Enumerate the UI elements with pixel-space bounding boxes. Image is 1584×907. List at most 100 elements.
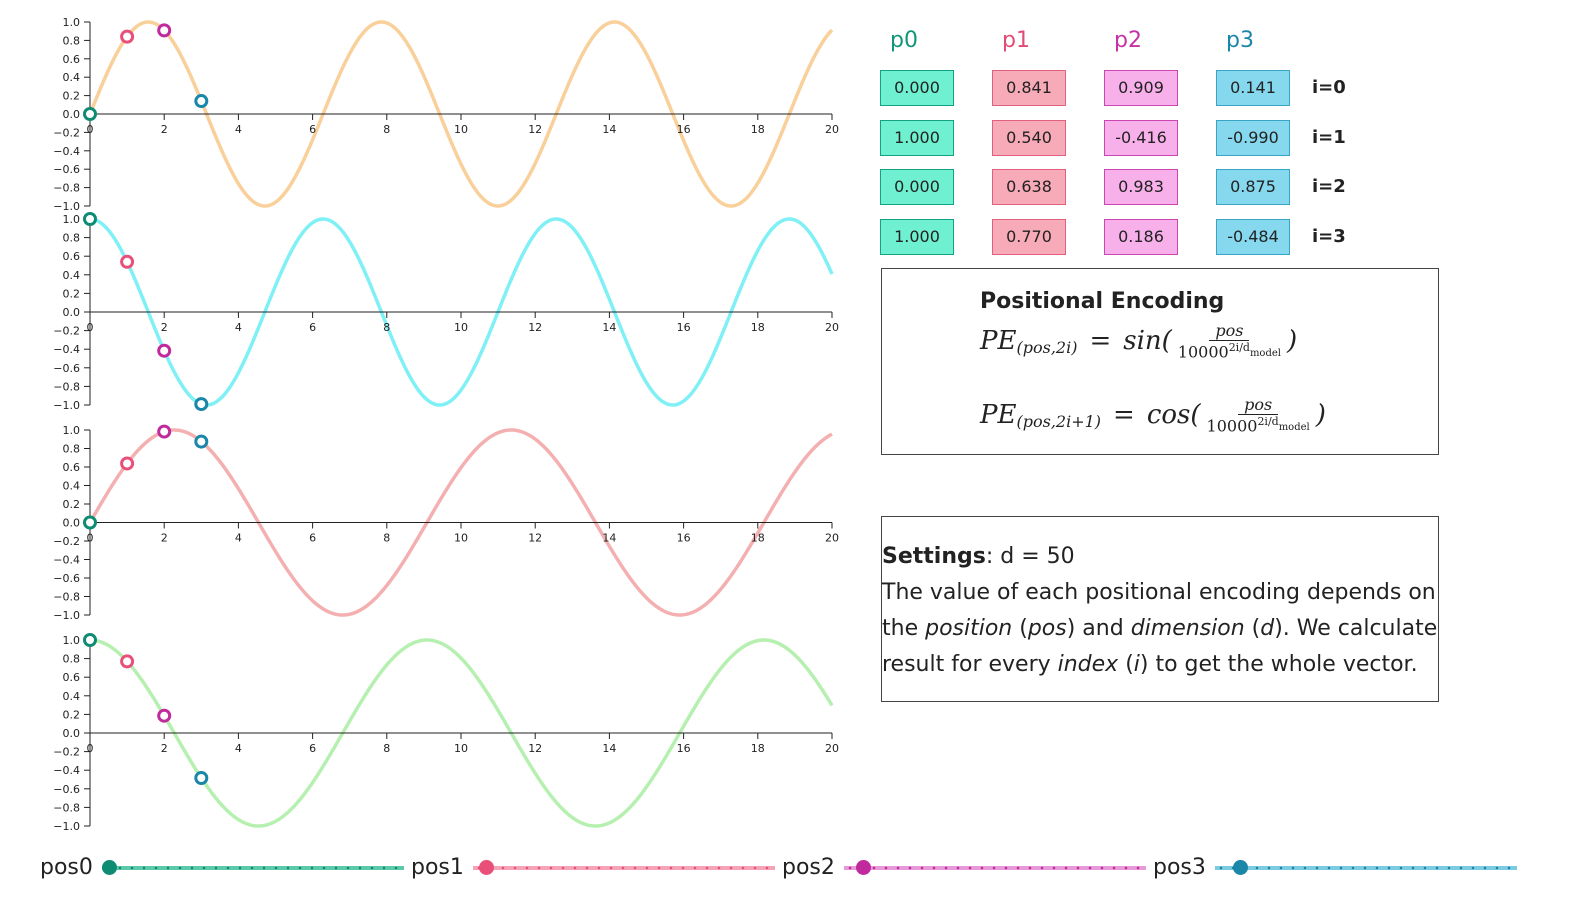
x-tick-label: 0 — [87, 123, 94, 136]
slider-thumb[interactable] — [102, 860, 117, 875]
table-cell: 0.000 — [880, 169, 954, 205]
slider-thumb[interactable] — [1233, 860, 1249, 875]
table-cell: -0.990 — [1216, 120, 1290, 156]
y-tick-label: 0.0 — [63, 727, 81, 740]
y-tick-label: −1.0 — [53, 609, 80, 622]
row-label: i=3 — [1312, 226, 1346, 247]
column-header-p3: p3 — [1226, 28, 1254, 53]
data-point-p3 — [194, 771, 209, 786]
y-tick-label: 0.6 — [63, 461, 81, 474]
encoding-plots: 1.0 0.8 0.6 0.4 0.2 0.0 −0.2 −0.4 −0.6 −0.8 −1.0 0 2… — [53, 16, 839, 833]
slider-pos2[interactable]: pos2 — [782, 852, 1146, 884]
table-cell: 0.141 — [1216, 70, 1290, 106]
table-cell: 0.638 — [992, 169, 1066, 205]
x-tick-label: 20 — [825, 123, 839, 136]
row-label: i=2 — [1312, 176, 1346, 197]
slider-label: pos3 — [1153, 855, 1206, 880]
y-axis-1: 1.0 0.8 0.6 0.4 0.2 0.0 −0.2 −0.4 −0.6 −0.8 −1.0 — [53, 213, 91, 412]
x-tick-label: 4 — [235, 742, 242, 755]
x-tick-label: 10 — [454, 532, 468, 545]
table-cell: 0.186 — [1104, 219, 1178, 255]
data-point-p1 — [120, 254, 135, 269]
x-axis-1: 0 2 4 6 8 10 12 14 16 18 20 — [87, 311, 839, 334]
data-point-p1 — [120, 456, 135, 471]
formula-sin: PE (pos,2i) = sin( pos 100002i/dmodel ) — [980, 321, 1298, 362]
x-tick-label: 8 — [383, 742, 390, 755]
table-cell: 0.770 — [992, 219, 1066, 255]
y-tick-label: 1.0 — [63, 424, 81, 437]
x-axis-0: 0 2 4 6 8 10 12 14 16 18 20 — [87, 113, 839, 136]
y-axis-0: 1.0 0.8 0.6 0.4 0.2 0.0 −0.2 −0.4 −0.6 −0.8 −1.0 — [53, 16, 91, 213]
slider-label: pos2 — [782, 855, 835, 880]
y-tick-label: −0.8 — [53, 182, 80, 195]
table-cell: -0.416 — [1104, 120, 1178, 156]
x-tick-label: 10 — [454, 321, 468, 334]
slider-ticks — [1215, 866, 1517, 870]
x-tick-label: 20 — [825, 321, 839, 334]
x-tick-label: 8 — [383, 321, 390, 334]
y-axis-3: 1.0 0.8 0.6 0.4 0.2 0.0 −0.2 −0.4 −0.6 −0.8 −1.0 — [53, 634, 91, 833]
x-tick-label: 20 — [825, 742, 839, 755]
slider-pos0[interactable]: pos0 — [40, 852, 404, 884]
slider-pos3[interactable]: pos3 — [1153, 852, 1517, 884]
formula-cos: PE (pos,2i+1) = cos( pos 100002i/dmodel ) — [980, 395, 1326, 436]
x-axis-2: 0 2 4 6 8 10 12 14 16 18 20 — [87, 522, 839, 545]
x-tick-label: 6 — [309, 742, 316, 755]
series-line-2 — [88, 428, 833, 617]
slider-ticks — [473, 866, 775, 870]
y-tick-label: 0.8 — [63, 443, 81, 456]
y-tick-label: −0.2 — [53, 325, 80, 338]
x-tick-label: 12 — [528, 742, 542, 755]
table-cell: 0.000 — [880, 70, 954, 106]
data-point-p2 — [157, 708, 172, 723]
y-tick-label: −0.4 — [53, 145, 80, 158]
table-cell: 0.540 — [992, 120, 1066, 156]
y-tick-label: 0.2 — [63, 708, 81, 721]
subplot-0: 1.0 0.8 0.6 0.4 0.2 0.0 −0.2 −0.4 −0.6 −0.8 −1.0 0 2… — [53, 16, 839, 213]
slider-thumb[interactable] — [856, 860, 872, 875]
data-point-p2 — [157, 424, 172, 439]
table-cell: 0.875 — [1216, 169, 1290, 205]
x-tick-label: 18 — [751, 123, 765, 136]
data-point-p1 — [120, 654, 135, 669]
x-tick-label: 2 — [161, 742, 168, 755]
y-tick-label: −0.8 — [53, 380, 80, 393]
y-tick-label: 0.0 — [63, 108, 81, 121]
table-cell: 1.000 — [880, 219, 954, 255]
subplot-2: 1.0 0.8 0.6 0.4 0.2 0.0 −0.2 −0.4 −0.6 −0.8 −1.0 0 2… — [53, 424, 839, 622]
y-tick-label: 0.0 — [63, 306, 81, 319]
data-point-p3 — [194, 94, 209, 109]
slider-thumb[interactable] — [479, 860, 495, 875]
settings-box: Settings: d = 50 The value of each posit… — [881, 516, 1439, 702]
y-tick-label: 0.2 — [63, 90, 81, 103]
x-tick-label: 6 — [309, 532, 316, 545]
y-tick-label: 0.6 — [63, 250, 81, 263]
x-tick-label: 2 — [161, 532, 168, 545]
subplot-3: 1.0 0.8 0.6 0.4 0.2 0.0 −0.2 −0.4 −0.6 −0.8 −1.0 0 2… — [53, 633, 839, 833]
data-point-p0 — [83, 107, 97, 121]
y-tick-label: −0.8 — [53, 591, 80, 604]
slider-pos1[interactable]: pos1 — [411, 852, 775, 884]
data-point-p0 — [83, 515, 97, 530]
y-tick-label: 0.4 — [63, 480, 81, 493]
column-header-p1: p1 — [1002, 28, 1030, 53]
x-tick-label: 10 — [454, 123, 468, 136]
y-tick-label: 0.6 — [63, 671, 81, 684]
x-axis-3: 0 2 4 6 8 10 12 14 16 18 20 — [87, 732, 839, 755]
y-tick-label: −0.4 — [53, 554, 80, 567]
x-tick-label: 2 — [161, 123, 168, 136]
settings-line-2: the position (pos) and dimension (d). We… — [882, 616, 1438, 641]
x-tick-label: 16 — [677, 123, 691, 136]
x-tick-label: 16 — [677, 321, 691, 334]
slider-label: pos0 — [40, 855, 93, 880]
y-axis-2: 1.0 0.8 0.6 0.4 0.2 0.0 −0.2 −0.4 −0.6 −0.8 −1.0 — [53, 424, 91, 622]
y-tick-label: 0.0 — [63, 517, 81, 530]
y-tick-label: 0.8 — [63, 653, 81, 666]
table-cell: -0.484 — [1216, 219, 1290, 255]
x-tick-label: 6 — [309, 321, 316, 334]
row-label: i=1 — [1312, 127, 1346, 148]
data-point-p0 — [83, 212, 97, 226]
x-tick-label: 0 — [87, 532, 94, 545]
x-tick-label: 8 — [383, 123, 390, 136]
x-tick-label: 6 — [309, 123, 316, 136]
